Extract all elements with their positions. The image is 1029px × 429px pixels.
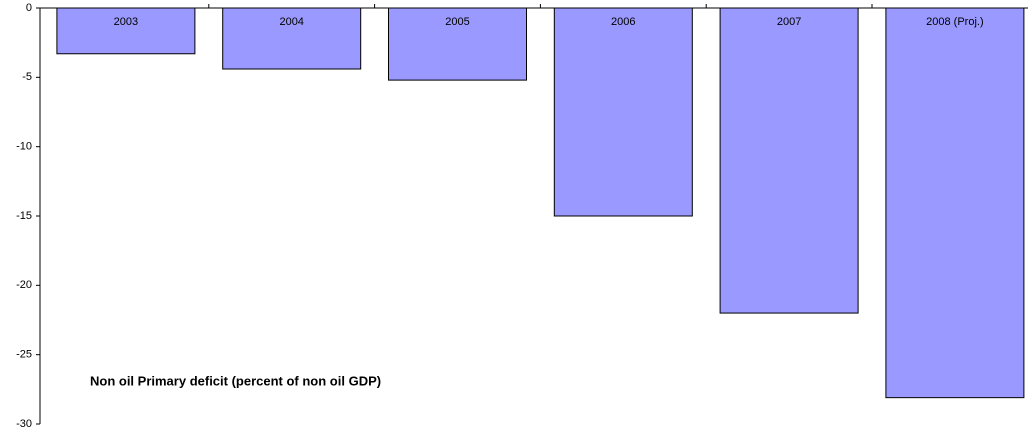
y-tick-label: 0 [26, 2, 32, 14]
x-tick-label: 2007 [777, 16, 801, 28]
x-tick-label: 2003 [114, 16, 138, 28]
x-tick-label: 2004 [279, 16, 303, 28]
bar [553, 7, 693, 217]
y-tick-label: -5 [22, 71, 32, 83]
bar [719, 7, 859, 314]
y-tick-label: -10 [16, 141, 32, 153]
y-tick-label: -30 [16, 418, 32, 429]
x-tick-label: 2005 [445, 16, 469, 28]
x-tick-label: 2008 (Proj.) [926, 16, 983, 28]
annotation: Non oil Primary deficit (percent of non … [90, 373, 381, 388]
bar [222, 7, 362, 70]
y-tick-label: -15 [16, 210, 32, 222]
bar [885, 7, 1025, 399]
bar [388, 7, 527, 81]
bar [56, 7, 196, 55]
y-tick-label: -25 [16, 349, 32, 361]
x-tick-label: 2006 [611, 16, 635, 28]
y-tick-label: -20 [16, 279, 32, 291]
